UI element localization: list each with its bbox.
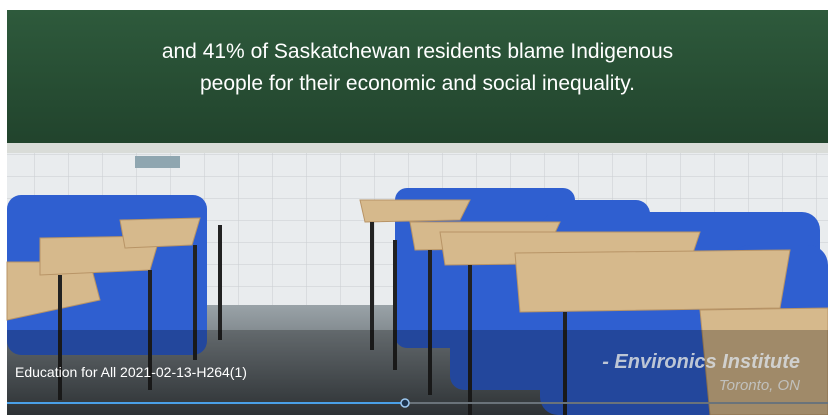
source-location: Toronto, ON [719,377,800,394]
caption-line: and 41% of Saskatchewan residents blame … [7,40,828,64]
video-title: Education for All 2021-02-13-H264(1) [15,364,247,380]
video-player: and 41% of Saskatchewan residents blame … [0,0,828,415]
seek-thumb[interactable] [401,399,409,407]
source-credit: - Environics Institute [602,351,800,374]
caption-line: people for their economic and social ine… [7,72,828,96]
